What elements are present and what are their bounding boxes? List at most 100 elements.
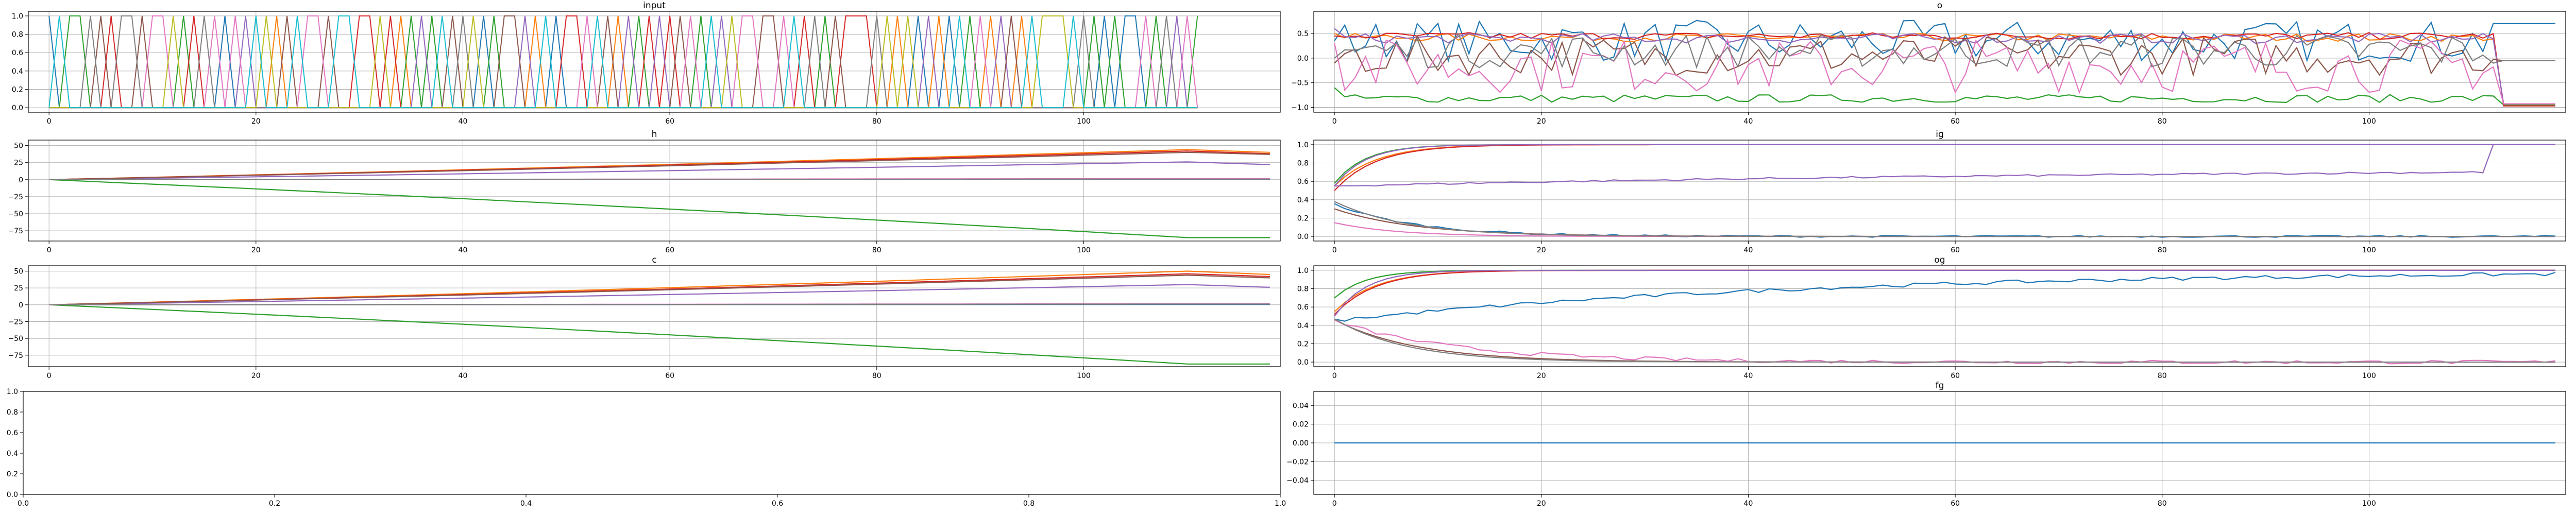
x-tick-label: 20 [1537, 372, 1546, 380]
panel-ig: 0 20 40 60 80 100 0.0 0.2 0.4 0.6 0.8 1.0 ig [1297, 129, 2566, 254]
y-tick-label: 0.04 [1293, 402, 1309, 410]
series-group [49, 149, 1270, 238]
panel-o: 0 20 40 60 80 100 −1.0 −0.5 0.0 0.5 o [1291, 1, 2566, 126]
x-tick-label: 80 [872, 372, 882, 380]
series-line [1334, 38, 2555, 105]
x-tick-label: 80 [2158, 500, 2167, 508]
x-tick-label: 20 [251, 372, 261, 380]
axes-frame [23, 391, 1281, 495]
y-tick-label: 0.0 [1297, 233, 1309, 241]
y-tick-label: 0.4 [12, 67, 23, 76]
panel-fg: 0 20 40 60 80 100 −0.04 −0.02 0.00 0.02 0.04 fg [1286, 381, 2566, 508]
x-tick-label: 40 [459, 246, 468, 254]
x-tick-label: 0.8 [1023, 500, 1035, 508]
x-tick-label: 0 [1332, 500, 1337, 508]
series-line [1334, 32, 2555, 105]
x-tick-label: 0 [1332, 372, 1337, 380]
series-line [1334, 201, 2555, 237]
y-tick-label: 50 [14, 267, 23, 276]
y-tick-label: 0.8 [7, 408, 18, 417]
x-tick-label: 0 [47, 372, 52, 380]
x-tick-label: 20 [251, 246, 261, 254]
x-tick-label: 100 [1077, 117, 1091, 126]
axes-frame [28, 265, 1281, 367]
series-group [1334, 269, 2556, 365]
series-line [1334, 144, 2555, 187]
y-tick-label: −0.02 [1286, 458, 1309, 466]
x-tick-label: 100 [2362, 372, 2376, 380]
x-tick-label: 40 [459, 117, 468, 126]
y-tick-label: 25 [14, 284, 23, 293]
y-tick-label: 0.2 [1297, 214, 1309, 222]
y-tick-label: 0.0 [1297, 358, 1309, 367]
y-tick-label: 0.4 [1297, 322, 1309, 330]
axes-frame [1313, 11, 2566, 113]
series-group [49, 270, 1270, 365]
y-tick-label: 0.2 [1297, 340, 1309, 348]
series-line [1334, 35, 2555, 77]
x-tick-label: 0 [1332, 117, 1337, 126]
x-tick-label: 60 [665, 246, 674, 254]
y-tick-label: 0.8 [1297, 160, 1309, 168]
y-tick-label: 0.0 [12, 104, 23, 112]
series-group [1334, 144, 2555, 238]
x-tick-label: 0.0 [18, 500, 29, 508]
y-tick-label: 1.0 [12, 12, 23, 21]
y-tick-label: 50 [14, 142, 23, 150]
y-tick-label: −25 [8, 193, 23, 201]
y-tick-label: 0.6 [12, 49, 23, 57]
series-line [1334, 33, 2555, 70]
series-line [49, 161, 1270, 180]
y-tick-label: 0.6 [1297, 303, 1309, 312]
y-tick-label: −1.0 [1291, 104, 1309, 112]
chart-title: fg [1936, 381, 1944, 391]
x-tick-label: 80 [2158, 372, 2167, 380]
axes-frame [28, 11, 1281, 113]
y-tick-label: 0 [19, 301, 23, 310]
axes-frame [1313, 265, 2566, 367]
y-tick-label: 0.2 [12, 85, 23, 94]
x-tick-label: 0.2 [269, 500, 280, 508]
chart-title: c [652, 255, 656, 265]
series-line [1334, 144, 2555, 186]
y-tick-label: −25 [8, 318, 23, 326]
chart-title: og [1934, 255, 1945, 265]
x-tick-label: 60 [665, 372, 674, 380]
y-tick-label: 0.00 [1293, 439, 1309, 448]
chart-title: ig [1936, 129, 1944, 140]
y-tick-label: −75 [8, 352, 23, 360]
y-tick-label: −50 [8, 210, 23, 218]
series-line [48, 15, 1198, 109]
x-tick-label: 100 [2362, 117, 2376, 126]
x-tick-label: 100 [1077, 372, 1091, 380]
y-tick-label: 1.0 [1297, 141, 1309, 149]
y-tick-label: 0.6 [7, 429, 18, 437]
y-tick-label: 0.4 [7, 450, 18, 458]
x-tick-label: 80 [2158, 246, 2167, 254]
axes-frame [28, 140, 1281, 242]
x-tick-label: 80 [872, 117, 882, 126]
panel-empty: 0.0 0.2 0.4 0.6 0.8 1.0 0.0 0.2 0.4 0.6 0.8 1.0 [7, 388, 1286, 508]
x-tick-label: 60 [1951, 117, 1960, 126]
series-line [49, 284, 1270, 305]
chart-title: input [643, 1, 666, 11]
y-tick-label: 0.6 [1297, 178, 1309, 186]
y-tick-label: 0.4 [1297, 196, 1309, 204]
y-tick-label: 0.8 [12, 31, 23, 39]
axes-frame [1313, 140, 2566, 242]
series-line [1334, 318, 2555, 363]
y-tick-label: −75 [8, 227, 23, 235]
x-tick-label: 0 [47, 246, 52, 254]
y-tick-label: −0.04 [1286, 477, 1309, 485]
series-line [1334, 271, 2556, 322]
x-tick-label: 60 [1951, 500, 1960, 508]
x-tick-label: 20 [1537, 500, 1546, 508]
x-tick-label: 40 [1744, 500, 1753, 508]
y-tick-label: 0.0 [1297, 55, 1309, 63]
y-tick-label: 0.5 [1297, 30, 1309, 38]
series-line [1334, 269, 2555, 317]
y-tick-label: 0.8 [1297, 285, 1309, 294]
series-line [49, 274, 1270, 305]
series-line [49, 178, 1270, 180]
